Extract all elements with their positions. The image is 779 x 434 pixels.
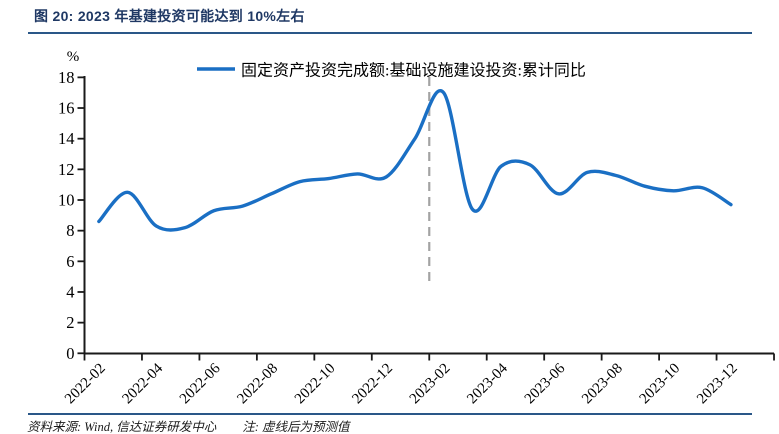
legend-label: 固定资产投资完成额:基础设施建设投资:累计同比 [241,62,586,80]
figure-footnote: 资料来源: Wind, 信达证券研发中心 注: 虚线后为预测值 [27,416,350,434]
x-tick-label: 2022-08 [234,361,281,408]
source-note: 资料来源: Wind, 信达证券研发中心 [27,420,217,434]
x-tick-label: 2022-10 [292,361,339,408]
x-tick-label: 2023-08 [579,361,626,408]
x-tick-label: 2023-02 [407,361,454,408]
x-tick-label: 2022-04 [119,360,166,407]
series-curve [97,89,733,232]
x-tick-label: 2023-12 [694,361,741,408]
x-tick-label: 2022-06 [177,360,224,407]
y-tick-label: 8 [66,221,74,240]
y-tick-label: 4 [66,282,74,301]
y-tick-label: 14 [58,129,75,148]
x-tick-label: 2023-04 [464,360,511,407]
x-tick-label: 2023-10 [637,361,684,408]
y-tick-label: 6 [66,252,74,271]
title-divider-line [28,32,752,34]
figure-title: 图 20: 2023 年基建投资可能达到 10%左右 [34,8,305,24]
x-tick-label: 2022-12 [349,361,396,408]
x-tick-label: 2023-06 [522,360,569,407]
y-tick-label: 12 [58,160,75,179]
y-tick-label: 16 [58,99,75,118]
x-tick-label: 2022-02 [62,361,109,408]
y-axis-unit-label: % [67,49,80,65]
y-tick-label: 18 [58,68,75,87]
y-tick-label: 2 [66,313,74,332]
y-tick-label: 10 [58,191,75,210]
footer-divider-line [28,413,752,415]
forecast-note: 注: 虚线后为预测值 [242,420,350,434]
y-tick-label: 0 [66,344,74,363]
